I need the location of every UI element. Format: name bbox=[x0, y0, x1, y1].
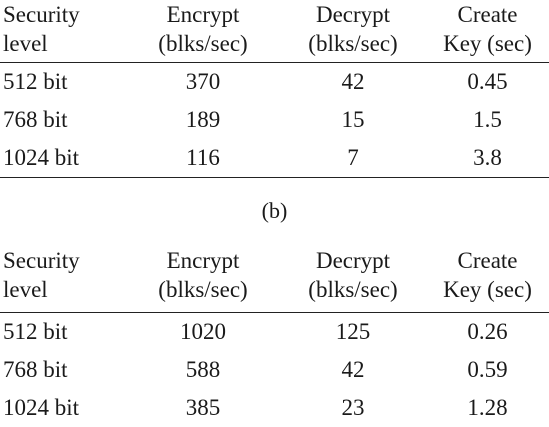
header-decrypt-line2: (blks/sec) bbox=[308, 277, 398, 302]
cell-create: 0.26 bbox=[467, 318, 508, 344]
header-security-line1: Security bbox=[3, 2, 80, 27]
table-row: 768 bit 189 15 1.5 bbox=[0, 101, 549, 139]
header-decrypt-line2: (blks/sec) bbox=[308, 31, 398, 56]
cell-decrypt: 23 bbox=[341, 394, 365, 420]
cell-decrypt: 42 bbox=[341, 68, 365, 94]
table-header-row: Security level Encrypt (blks/sec) Decryp… bbox=[0, 0, 549, 62]
header-create-line2: Key (sec) bbox=[443, 31, 532, 56]
table-row: 512 bit 1020 125 0.26 bbox=[0, 312, 549, 351]
cell-decrypt: 42 bbox=[341, 356, 365, 382]
cell-decrypt: 15 bbox=[341, 106, 365, 132]
cell-encrypt: 370 bbox=[185, 68, 221, 94]
cell-create: 0.45 bbox=[467, 68, 508, 94]
table-row: 1024 bit 116 7 3.8 bbox=[0, 139, 549, 177]
table-b-caption: (b) bbox=[261, 198, 288, 223]
header-decrypt: Decrypt (blks/sec) bbox=[283, 0, 423, 62]
header-decrypt: Decrypt (blks/sec) bbox=[283, 246, 423, 312]
cell-level: 512 bit bbox=[3, 68, 68, 94]
header-encrypt: Encrypt (blks/sec) bbox=[123, 246, 283, 312]
cell-encrypt: 189 bbox=[185, 106, 221, 132]
cell-level: 1024 bit bbox=[3, 394, 80, 420]
header-encrypt-line1: Encrypt bbox=[166, 248, 240, 273]
header-security-level: Security level bbox=[0, 0, 123, 62]
header-create-key: Create Key (sec) bbox=[423, 0, 549, 62]
header-security-line2: level bbox=[3, 31, 48, 56]
cell-level: 768 bit bbox=[3, 356, 68, 382]
table-row: 512 bit 370 42 0.45 bbox=[0, 62, 549, 101]
cell-encrypt: 116 bbox=[186, 144, 220, 170]
table-header-row: Security level Encrypt (blks/sec) Decryp… bbox=[0, 246, 549, 312]
cell-encrypt: 588 bbox=[185, 356, 221, 382]
cell-create: 1.5 bbox=[473, 106, 502, 132]
header-create-line1: Create bbox=[457, 248, 518, 273]
cell-create: 0.59 bbox=[467, 356, 508, 382]
cell-encrypt: 1020 bbox=[180, 318, 226, 344]
cell-create: 3.8 bbox=[473, 144, 502, 170]
table-row: 768 bit 588 42 0.59 bbox=[0, 351, 549, 389]
cell-level: 1024 bit bbox=[3, 144, 80, 170]
header-create-line1: Create bbox=[457, 2, 518, 27]
cell-decrypt: 125 bbox=[335, 318, 371, 344]
cell-encrypt: 385 bbox=[185, 394, 221, 420]
header-encrypt-line2: (blks/sec) bbox=[158, 277, 248, 302]
cell-level: 768 bit bbox=[3, 106, 68, 132]
header-decrypt-line1: Decrypt bbox=[315, 248, 391, 273]
header-encrypt-line2: (blks/sec) bbox=[158, 31, 248, 56]
performance-table-b: Security level Encrypt (blks/sec) Decryp… bbox=[0, 246, 549, 427]
cell-create: 1.28 bbox=[467, 394, 508, 420]
header-encrypt-line1: Encrypt bbox=[166, 2, 240, 27]
table-row: 1024 bit 385 23 1.28 bbox=[0, 389, 549, 427]
header-security-level: Security level bbox=[0, 246, 123, 312]
header-create-key: Create Key (sec) bbox=[423, 246, 549, 312]
header-security-line1: Security bbox=[3, 248, 80, 273]
header-create-line2: Key (sec) bbox=[443, 277, 532, 302]
cell-level: 512 bit bbox=[3, 318, 68, 344]
header-encrypt: Encrypt (blks/sec) bbox=[123, 0, 283, 62]
header-security-line2: level bbox=[3, 277, 48, 302]
header-decrypt-line1: Decrypt bbox=[315, 2, 391, 27]
performance-table-a: Security level Encrypt (blks/sec) Decryp… bbox=[0, 0, 549, 178]
cell-decrypt: 7 bbox=[347, 144, 359, 170]
